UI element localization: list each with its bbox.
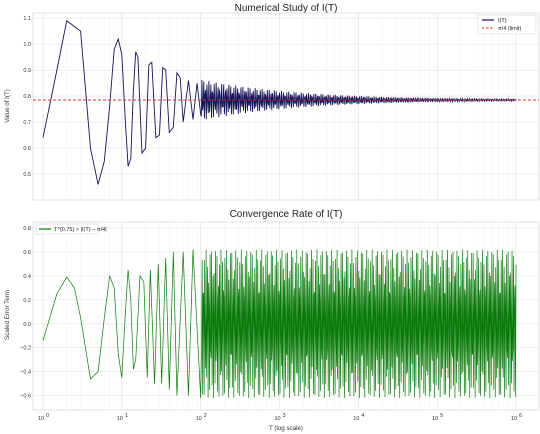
- y-tick-label: 1.1: [23, 16, 31, 22]
- y-tick-label: 1.0: [23, 42, 31, 48]
- x-tick-exponent: 0: [46, 413, 49, 419]
- x-tick-label: 10: [196, 416, 202, 422]
- chart-top-title: Numerical Study of I(T): [235, 3, 338, 14]
- x-tick-exponent: 4: [361, 413, 364, 419]
- x-tick-exponent: 2: [204, 413, 207, 419]
- chart-bottom-title: Convergence Rate of I(T): [230, 209, 343, 220]
- chart-bottom-yticks: −0.6 −0.4 −0.2 0.0 0.2 0.4 0.6 0.8: [20, 226, 31, 400]
- chart-bottom-ylabel: Scaled Error Term: [4, 290, 11, 340]
- y-tick-label: 0.6: [23, 146, 31, 152]
- y-tick-label: 0.4: [23, 274, 31, 280]
- chart-bottom-xticks: 10 0 10 1 10 2 10 3 10 4 10 5 10 6: [38, 413, 522, 422]
- chart-top-legend: I(T) π/4 (limit): [477, 14, 537, 35]
- x-tick-exponent: 5: [440, 413, 443, 419]
- chart-bottom-xlabel: T (log scale): [269, 425, 303, 432]
- x-tick-label: 10: [38, 416, 44, 422]
- legend-label-error: T^{0.75} × |I(T) − π/4|: [54, 227, 107, 233]
- y-tick-label: −0.2: [20, 346, 31, 352]
- x-tick-exponent: 1: [125, 413, 128, 419]
- y-tick-label: 0.0: [23, 322, 31, 328]
- legend-label-limit: π/4 (limit): [498, 26, 522, 32]
- chart-bottom-series: [42, 249, 517, 399]
- y-tick-label: 0.5: [23, 172, 31, 178]
- y-tick-label: −0.4: [20, 370, 31, 376]
- y-tick-label: 0.8: [23, 226, 31, 232]
- x-tick-label: 10: [117, 416, 123, 422]
- chart-top-ylabel: Value of I(T): [4, 89, 11, 123]
- series-line-i-t: [42, 19, 517, 185]
- x-tick-exponent: 3: [283, 413, 286, 419]
- legend-label-i-t: I(T): [498, 18, 507, 24]
- x-tick-label: 10: [511, 416, 517, 422]
- x-tick-exponent: 6: [519, 413, 522, 419]
- y-tick-label: 0.6: [23, 250, 31, 256]
- chart-top: Numerical Study of I(T) Value of I(T) 0.…: [4, 3, 540, 201]
- y-tick-label: 0.9: [23, 68, 31, 74]
- y-tick-label: 0.2: [23, 298, 31, 304]
- x-tick-label: 10: [432, 416, 438, 422]
- chart-top-series: [33, 19, 539, 185]
- series-line-error: [42, 249, 517, 399]
- x-tick-label: 10: [353, 416, 359, 422]
- x-tick-label: 10: [274, 416, 280, 422]
- y-tick-label: 0.7: [23, 120, 31, 126]
- y-tick-label: 0.8: [23, 94, 31, 100]
- chart-top-grid: [33, 13, 539, 200]
- y-tick-label: −0.6: [20, 394, 31, 400]
- chart-bottom-legend: T^{0.75} × |I(T) − π/4|: [35, 223, 107, 235]
- chart-top-yticks: 0.5 0.6 0.7 0.8 0.9 1.0 1.1: [23, 16, 31, 178]
- chart-bottom: Convergence Rate of I(T) Scaled Error Te…: [4, 209, 540, 432]
